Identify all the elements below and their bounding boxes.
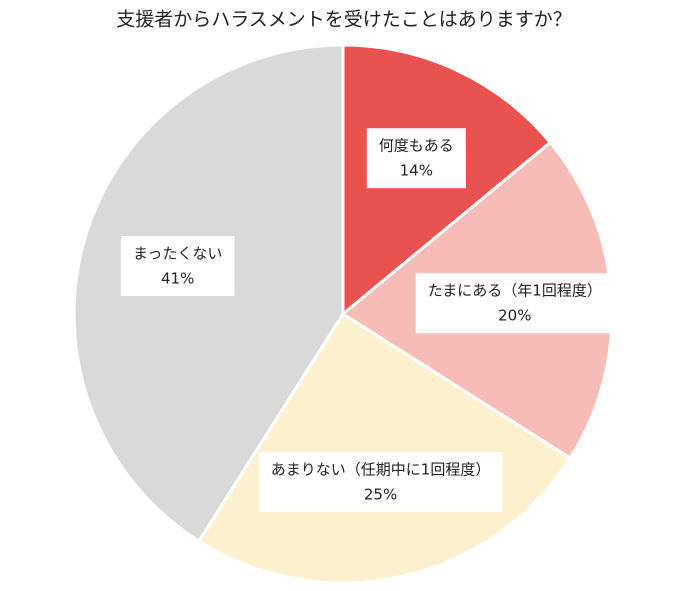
value-label: 25% bbox=[364, 486, 397, 504]
category-label: あまりない（任期中に1回程度） bbox=[271, 461, 491, 479]
value-label: 41% bbox=[161, 269, 194, 287]
slice-label: 何度もある 14% bbox=[366, 128, 466, 189]
label-box bbox=[120, 235, 235, 296]
value-label: 20% bbox=[498, 307, 531, 325]
slice-label: あまりない（任期中に1回程度） 25% bbox=[258, 452, 503, 513]
category-label: 何度もある bbox=[379, 137, 454, 155]
value-label: 14% bbox=[400, 162, 433, 180]
slice-label: たまにある（年1回程度） 20% bbox=[415, 273, 614, 334]
category-label: たまにある（年1回程度） bbox=[428, 282, 602, 300]
label-box bbox=[258, 452, 503, 513]
category-label: まったくない bbox=[133, 244, 222, 262]
pie-slice bbox=[196, 311, 573, 585]
chart-title: 支援者からハラスメントを受けたことはありますか？ bbox=[116, 9, 572, 31]
label-box bbox=[366, 128, 466, 189]
label-box bbox=[415, 273, 614, 334]
slice-label: まったくない 41% bbox=[120, 235, 235, 296]
